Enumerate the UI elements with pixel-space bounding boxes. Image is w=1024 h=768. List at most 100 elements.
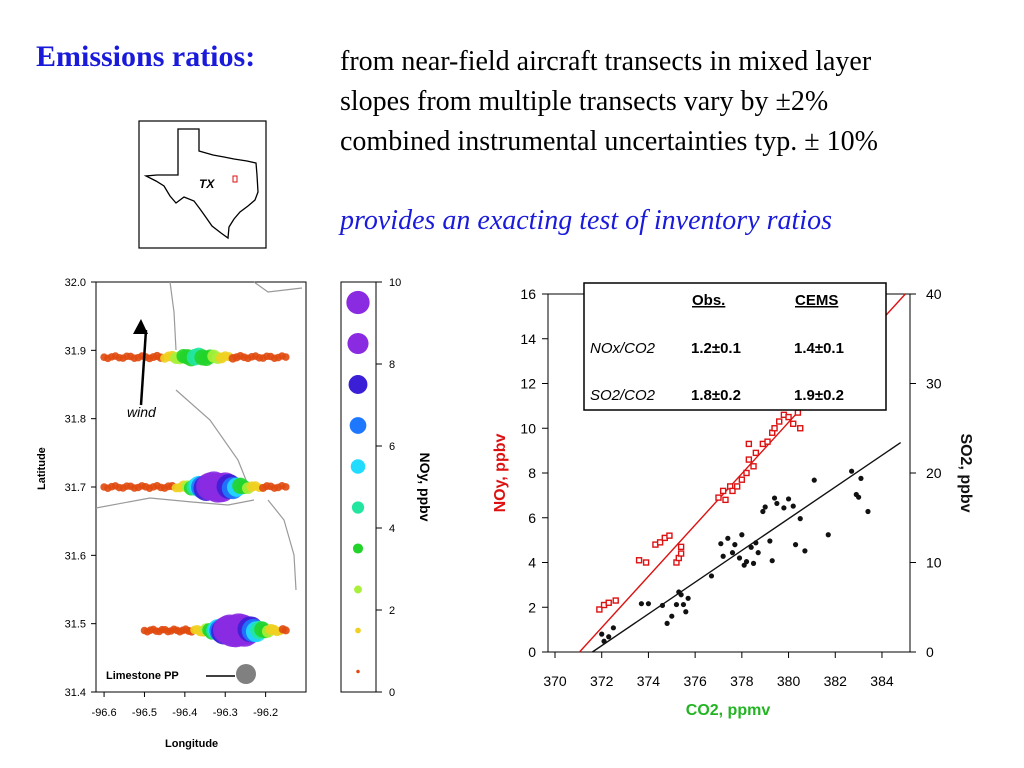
- plume-point: [265, 624, 277, 636]
- noy-data-point: [656, 539, 664, 546]
- scatter-x-tick-label: 376: [683, 673, 707, 689]
- color-scale-tick-label: 6: [389, 441, 395, 453]
- plume-point: [140, 626, 149, 635]
- plume-point: [190, 625, 199, 635]
- scatter-y-tick-label: 14: [520, 331, 536, 347]
- plume-point: [199, 471, 229, 501]
- scatter-y-tick-label: 0: [528, 644, 536, 660]
- so2-data-point: [683, 609, 689, 615]
- plume-point: [281, 626, 290, 635]
- plume-point: [188, 475, 209, 496]
- texas-outline: [143, 128, 259, 240]
- plume-point: [134, 483, 142, 492]
- plume-point: [241, 618, 266, 643]
- plume-point: [134, 353, 142, 362]
- plume-point: [187, 627, 196, 636]
- plume-point: [196, 472, 225, 501]
- color-scale-swatch: [347, 332, 369, 355]
- plume-point: [153, 482, 161, 490]
- plume-point: [158, 625, 166, 634]
- noy-data-point: [596, 606, 603, 613]
- so2-data-point: [774, 500, 780, 507]
- color-scale-frame: [340, 281, 377, 693]
- so2-data-point: [760, 508, 766, 515]
- plume-point: [161, 625, 169, 634]
- map-y-axis-title: Latitude: [36, 447, 48, 490]
- plume-point: [192, 625, 203, 635]
- plume-point: [222, 613, 255, 646]
- plume-point: [278, 625, 288, 634]
- noy-data-point: [677, 543, 685, 551]
- noy-data-point: [801, 402, 809, 410]
- so2-data-point: [685, 595, 691, 601]
- plume-point: [138, 352, 146, 360]
- plume-point: [258, 624, 273, 639]
- plume-point: [175, 627, 184, 636]
- so2-data-point: [739, 532, 745, 538]
- scatter-x-tick-label: 374: [637, 673, 661, 689]
- scatter-y-axis-title: NOy, ppbv: [492, 433, 509, 512]
- plume-point: [212, 615, 241, 644]
- plume-point: [164, 482, 173, 491]
- plume-point: [100, 483, 108, 491]
- wind-label: wind: [127, 404, 157, 420]
- plume-point: [217, 615, 249, 648]
- plume-point: [232, 477, 249, 494]
- plume-point: [152, 627, 161, 635]
- so2-data-point: [858, 475, 864, 481]
- map-y-tick-label: 31.4: [65, 687, 86, 699]
- map-frame: [95, 281, 307, 693]
- wind-arrowhead: [133, 319, 148, 334]
- plume-point: [232, 353, 241, 362]
- scatter-y-tick-label: 8: [528, 465, 536, 481]
- so2-data-point: [781, 505, 787, 511]
- plume-point: [274, 353, 283, 362]
- plume-point: [207, 618, 229, 640]
- plume-point: [174, 482, 185, 493]
- plume-point: [166, 350, 178, 362]
- so2-data-point: [750, 560, 757, 566]
- plume-point: [246, 481, 257, 492]
- plume-point: [204, 623, 221, 640]
- so2-data-point: [676, 589, 682, 595]
- noy-data-point: [776, 418, 783, 425]
- so2-data-point: [610, 625, 616, 631]
- scatter-y-tick-label: 6: [528, 510, 536, 526]
- noy-data-point: [750, 463, 757, 470]
- slide-heading: Emissions ratios:: [36, 40, 256, 73]
- noy-data-point: [719, 487, 727, 495]
- plume-point: [183, 480, 199, 496]
- noy-data-point: [652, 541, 659, 548]
- plume-point: [270, 354, 279, 363]
- plume-point: [247, 352, 256, 361]
- plume-point: [221, 477, 244, 500]
- map-x-tick-label: -96.2: [253, 707, 278, 719]
- color-scale-tick-label: 0: [389, 687, 395, 699]
- plume-point: [224, 352, 234, 362]
- table-row-label: SO2/CO2: [590, 387, 656, 404]
- noy-data-point: [764, 438, 771, 445]
- plume-point: [115, 483, 124, 492]
- plume-point: [123, 352, 131, 361]
- scatter-y2-tick-label: 30: [926, 376, 942, 392]
- plume-point: [126, 352, 135, 361]
- table-row-label: NOx/CO2: [590, 340, 656, 357]
- scatter-x-tick-label: 370: [543, 673, 567, 689]
- plume-point: [278, 482, 286, 490]
- plume-point: [261, 625, 275, 638]
- noy-data-point: [715, 494, 722, 501]
- plume-point: [130, 354, 139, 362]
- plume-point: [282, 483, 290, 491]
- plume-point: [107, 482, 116, 491]
- scatter-x-tick-label: 378: [730, 673, 754, 689]
- plume-point: [156, 353, 166, 362]
- scatter-y-tick-label: 12: [520, 376, 536, 392]
- plume-point: [211, 472, 239, 500]
- plume-point: [206, 473, 236, 503]
- color-scale-tick-label: 10: [389, 277, 401, 289]
- scatter-y-tick-label: 4: [528, 555, 536, 571]
- plume-point: [263, 352, 271, 361]
- map-y-tick-label: 31.7: [65, 482, 86, 494]
- plume-point: [145, 484, 154, 492]
- so2-data-point: [729, 550, 736, 556]
